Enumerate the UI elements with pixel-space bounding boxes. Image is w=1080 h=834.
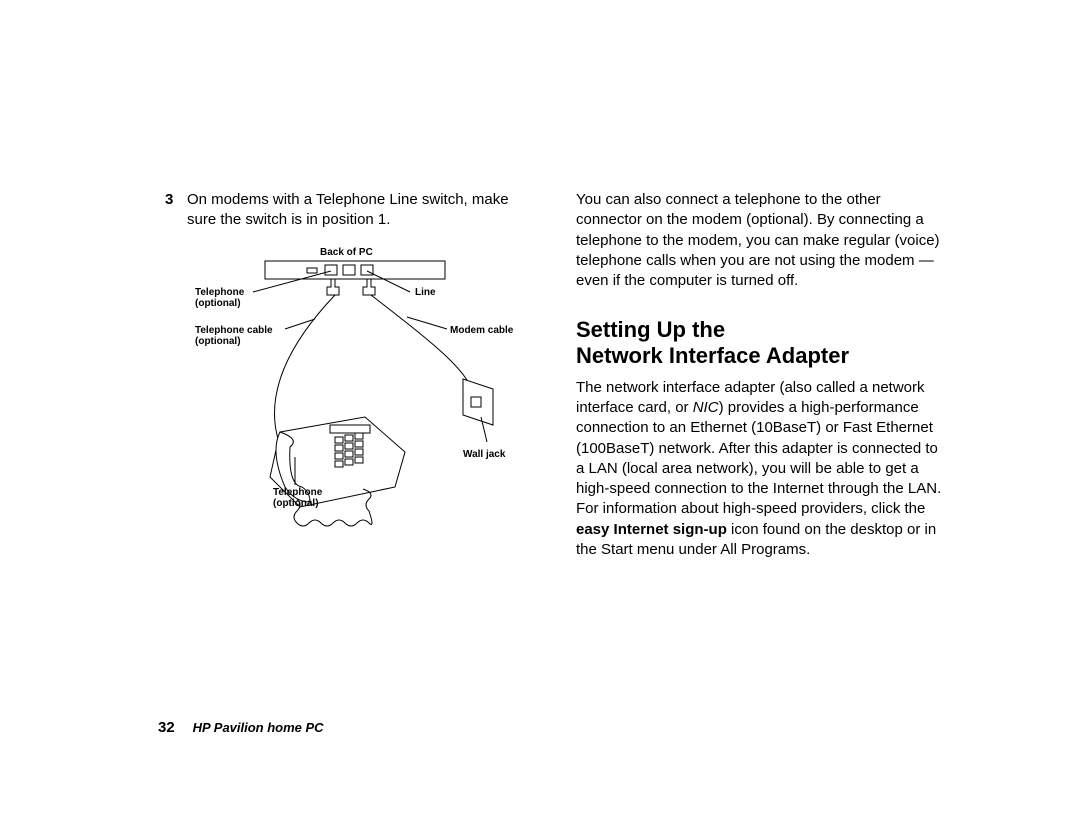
page-footer: 32 HP Pavilion home PC bbox=[158, 718, 324, 738]
label-modem-cable: Modem cable bbox=[450, 325, 513, 337]
left-column: 3 On modems with a Telephone Line switch… bbox=[165, 190, 534, 574]
para2-mid: ) provides a high-performance connection… bbox=[576, 399, 941, 517]
label-back-of-pc: Back of PC bbox=[320, 247, 373, 259]
label-line: Line bbox=[415, 287, 436, 299]
para2-italic: NIC bbox=[693, 399, 719, 416]
step-number: 3 bbox=[165, 190, 179, 231]
label-wall-jack: Wall jack bbox=[463, 449, 505, 461]
step-text: On modems with a Telephone Line switch, … bbox=[187, 190, 534, 231]
footer-title: HP Pavilion home PC bbox=[193, 720, 324, 735]
paragraph-nic: The network interface adapter (also call… bbox=[576, 378, 945, 560]
heading-network-adapter: Setting Up the Network Interface Adapter bbox=[576, 317, 945, 368]
label-telephone-opt: Telephone (optional) bbox=[195, 287, 244, 310]
label-telephone-opt2: Telephone (optional) bbox=[273, 487, 322, 510]
right-column: You can also connect a telephone to the … bbox=[576, 190, 945, 574]
paragraph-modem-phone: You can also connect a telephone to the … bbox=[576, 190, 945, 291]
label-telephone-cable-opt: Telephone cable (optional) bbox=[195, 325, 273, 348]
step-3: 3 On modems with a Telephone Line switch… bbox=[165, 190, 534, 231]
footer-page-number: 32 bbox=[158, 719, 175, 736]
modem-diagram: Back of PC Telephone (optional) Line Tel… bbox=[185, 247, 525, 537]
page-content: 3 On modems with a Telephone Line switch… bbox=[165, 190, 945, 574]
para2-bold: easy Internet sign-up bbox=[576, 521, 727, 538]
